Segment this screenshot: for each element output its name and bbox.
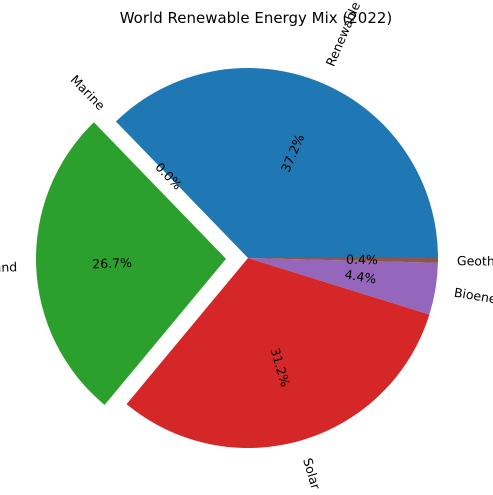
chart-title: World Renewable Energy Mix (2022) bbox=[120, 9, 393, 27]
slice-pct-label-bioenergy: 4.4% bbox=[344, 267, 378, 287]
slice-label-wind: Wind bbox=[0, 259, 17, 275]
slice-label-geothermal: Geothermal bbox=[457, 253, 493, 269]
slice-label-bioenergy: Bioenergy bbox=[453, 285, 493, 310]
slices-layer bbox=[36, 67, 439, 449]
slice-label-solar: Solar bbox=[300, 456, 324, 492]
pie-slice-solar bbox=[126, 258, 430, 449]
slice-pct-label-geothermal: 0.4% bbox=[346, 252, 378, 267]
pie-slice-wind bbox=[36, 122, 227, 405]
slice-pct-label-wind: 26.7% bbox=[92, 255, 132, 271]
slice-label-marine: Marine bbox=[68, 72, 109, 113]
pie-slice-geothermal bbox=[248, 258, 438, 263]
pie-slice-renewable-hydropower bbox=[115, 67, 439, 258]
pie-slice-bioenergy bbox=[248, 258, 438, 315]
